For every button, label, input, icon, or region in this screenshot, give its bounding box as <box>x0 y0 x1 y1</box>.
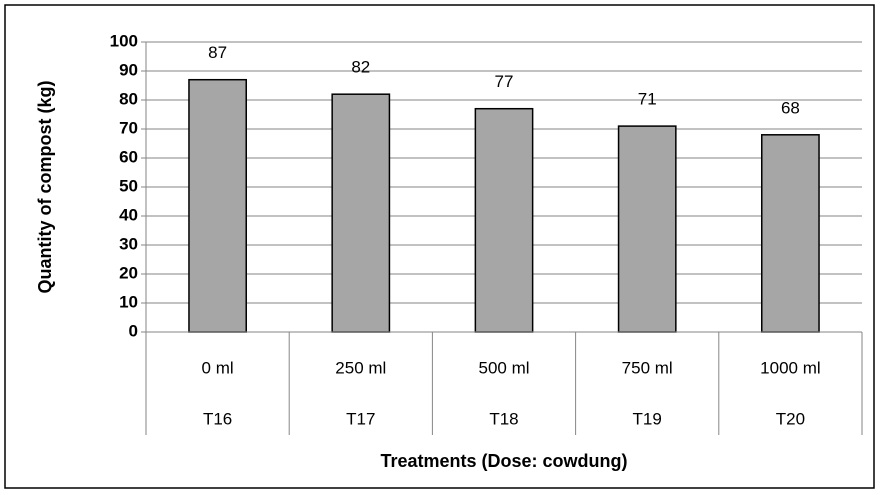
y-tick-label: 20 <box>119 263 138 282</box>
data-label: 87 <box>208 43 227 62</box>
x-tick-label: 0 ml <box>202 358 234 377</box>
y-tick-label: 10 <box>119 292 138 311</box>
y-tick-label: 50 <box>119 176 138 195</box>
chart-border <box>4 4 875 489</box>
x-tick-label: 1000 ml <box>760 358 820 377</box>
y-axis-title: Quantity of compost (kg) <box>35 81 55 294</box>
data-label: 71 <box>638 90 657 109</box>
group-label: T19 <box>633 409 662 428</box>
data-label: 77 <box>495 72 514 91</box>
x-tick-label: 250 ml <box>335 358 386 377</box>
bar <box>617 125 677 333</box>
group-label: T18 <box>489 409 518 428</box>
group-label: T16 <box>203 409 232 428</box>
y-tick-label: 30 <box>119 234 138 253</box>
x-tick-label: 500 ml <box>478 358 529 377</box>
data-label: 82 <box>351 58 370 77</box>
group-label: T20 <box>776 409 805 428</box>
bar <box>188 78 247 333</box>
y-tick-label: 0 <box>129 321 138 340</box>
y-tick-label: 40 <box>119 205 138 224</box>
y-tick-label: 60 <box>119 147 138 166</box>
y-tick-label: 90 <box>119 60 138 79</box>
x-tick-label: 750 ml <box>622 358 673 377</box>
bar <box>474 107 534 333</box>
data-label: 68 <box>781 98 800 117</box>
y-tick-label: 70 <box>119 118 138 137</box>
bar <box>331 93 391 333</box>
bar <box>761 134 820 333</box>
y-tick-label: 80 <box>119 89 138 108</box>
group-label: T17 <box>346 409 375 428</box>
y-tick-label: 100 <box>110 31 138 50</box>
x-axis-title: Treatments (Dose: cowdung) <box>380 451 627 471</box>
